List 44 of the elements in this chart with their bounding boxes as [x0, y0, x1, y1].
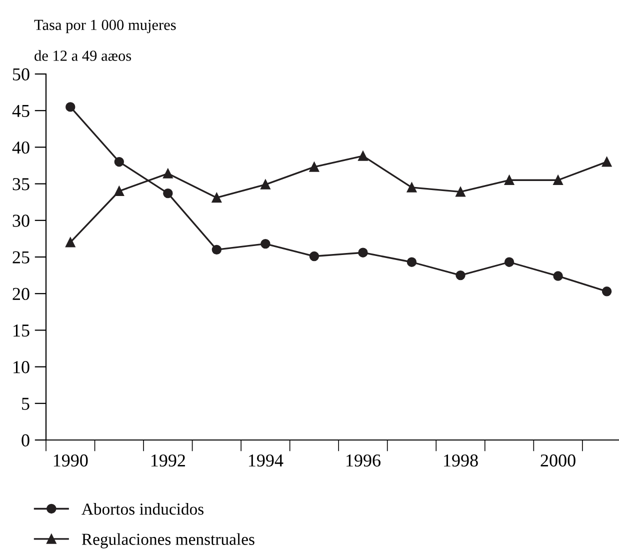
y-tick-label: 25: [12, 251, 30, 264]
point: [309, 251, 320, 262]
point: [309, 162, 320, 172]
point: [602, 156, 612, 167]
point: [260, 238, 270, 249]
point: [163, 168, 173, 178]
y-tick-label: 30: [12, 214, 30, 227]
point: [406, 182, 417, 192]
y-tick-label: 10: [14, 361, 30, 374]
x-tick-label: 1990: [54, 454, 88, 467]
point: [66, 102, 76, 112]
y-tick-label: 45: [12, 104, 30, 118]
x-tick-label: 1994: [248, 454, 284, 467]
legend-label: Regulaciones menstruales: [82, 533, 254, 548]
point: [212, 244, 222, 255]
y-tick-label: 40: [12, 141, 30, 154]
point: [114, 186, 124, 196]
point: [358, 151, 368, 161]
y-tick-label: 0: [22, 434, 30, 446]
y-tick-label: 50: [13, 68, 30, 80]
y-tick-label: 15: [14, 324, 30, 337]
point: [114, 156, 124, 167]
point: [406, 257, 417, 267]
point: [456, 270, 466, 280]
point: [553, 175, 563, 185]
y-tick-label: 5: [22, 398, 30, 410]
point: [66, 238, 76, 248]
x-tick-label: 1996: [346, 454, 380, 467]
x-tick-label: 1998: [444, 454, 478, 467]
point: [456, 186, 466, 197]
x-tick-label: 1992: [151, 454, 185, 467]
point: [602, 286, 612, 296]
point: [260, 180, 270, 190]
point: [163, 188, 173, 198]
y-tick-label: 20: [12, 288, 30, 300]
point: [504, 175, 514, 185]
point: [358, 248, 368, 258]
point: [553, 271, 563, 281]
x-tick-label: 2000: [540, 454, 576, 467]
y-tick-label: 35: [12, 178, 30, 190]
point: [504, 257, 514, 267]
legend-label: Abortos inducidos: [82, 503, 204, 515]
y-axis-title: Tasa por 1 000 mujeres de 12 a 49 aæos: [34, 20, 176, 61]
point: [212, 192, 222, 203]
